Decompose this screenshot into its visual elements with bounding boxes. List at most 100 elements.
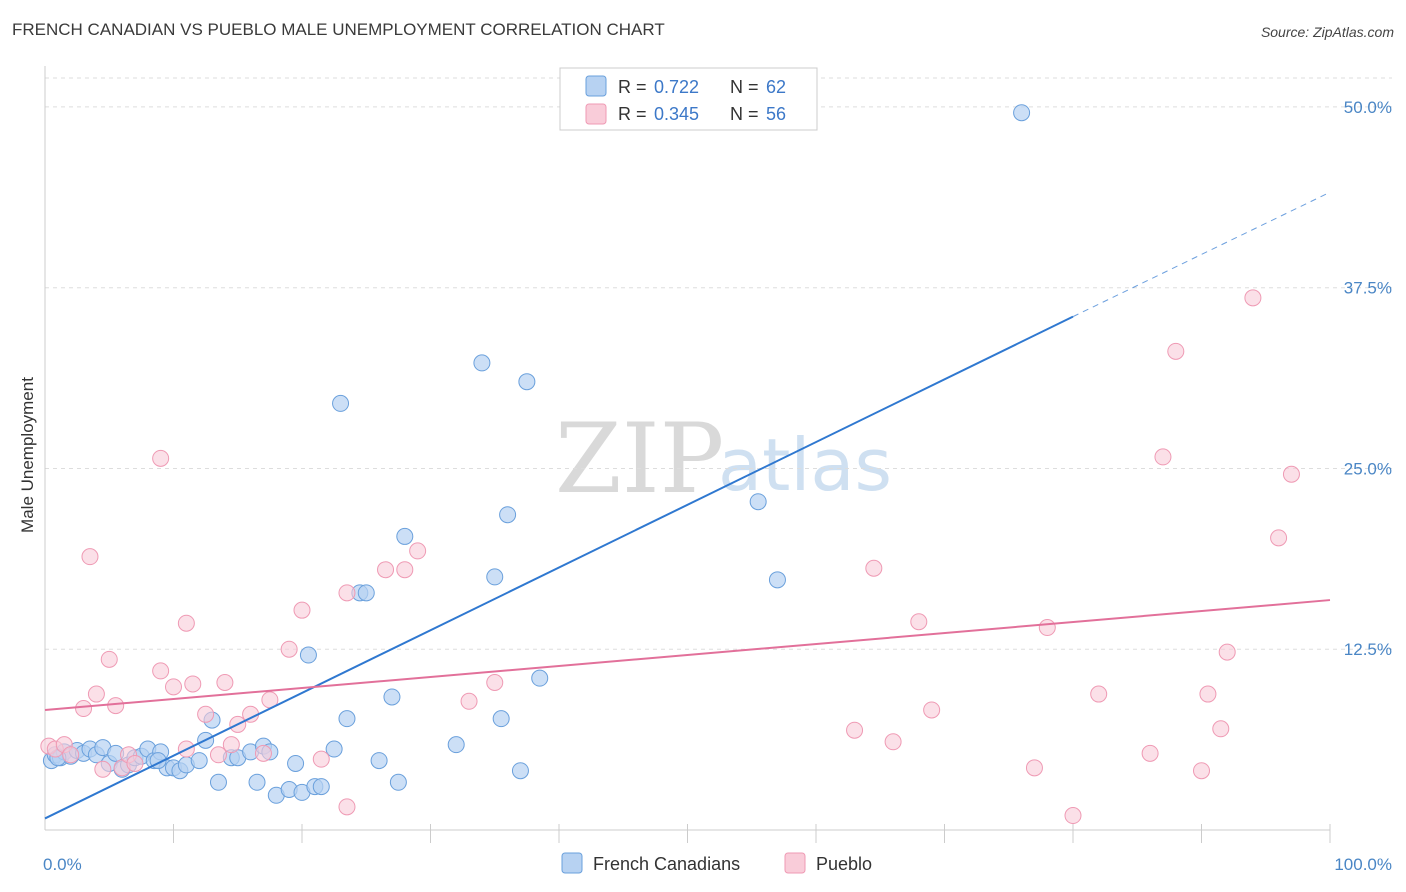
point-pueblo: [152, 662, 170, 680]
point-pueblo: [177, 614, 195, 632]
gridlines: [45, 77, 1392, 650]
point-pueblo: [396, 561, 414, 579]
point-french-canadians: [325, 740, 343, 758]
point-pueblo: [910, 613, 928, 631]
point-pueblo: [1141, 744, 1159, 762]
legend-swatch-blue: [585, 75, 607, 97]
axes: [44, 66, 1331, 843]
stats-legend: R = 0.722 N = 62 R = 0.345 N = 56: [559, 67, 818, 131]
trend-lines: [44, 191, 1331, 820]
point-french-canadians: [332, 394, 350, 412]
point-pueblo: [338, 584, 356, 602]
legend-r-label-1: R =: [618, 77, 647, 97]
point-french-canadians: [499, 506, 517, 524]
point-pueblo: [100, 650, 118, 668]
y-tick-label: 37.5%: [1344, 279, 1392, 298]
point-pueblo: [75, 700, 93, 718]
point-pueblo: [209, 746, 227, 764]
point-pueblo: [1212, 720, 1230, 738]
point-pueblo: [1064, 807, 1082, 825]
point-pueblo: [126, 754, 144, 772]
point-pueblo: [1199, 685, 1217, 703]
point-french-canadians: [1013, 104, 1031, 122]
x-tick-label: 100.0%: [1334, 855, 1392, 874]
point-pueblo: [312, 750, 330, 768]
point-pueblo: [293, 601, 311, 619]
legend-r-value-2: 0.345: [654, 104, 699, 124]
point-french-canadians: [190, 752, 208, 770]
point-pueblo: [222, 736, 240, 754]
point-pueblo: [62, 746, 80, 764]
point-pueblo: [1282, 465, 1300, 483]
point-pueblo: [216, 673, 234, 691]
point-french-canadians: [370, 752, 388, 770]
point-pueblo: [184, 675, 202, 693]
bottom-legend-label-pueblo: Pueblo: [816, 854, 872, 874]
point-pueblo: [165, 678, 182, 696]
point-pueblo: [1090, 685, 1108, 703]
point-french-canadians: [518, 373, 536, 391]
legend-r-label-2: R =: [618, 104, 647, 124]
point-pueblo: [338, 798, 356, 816]
point-french-canadians: [299, 646, 317, 664]
bottom-legend-swatch-blue: [561, 852, 583, 874]
point-pueblo: [1038, 619, 1056, 637]
point-pueblo: [81, 548, 99, 566]
point-pueblo: [1270, 529, 1288, 547]
point-pueblo: [1193, 762, 1210, 780]
point-french-canadians: [396, 527, 414, 545]
legend-swatch-pink: [585, 103, 607, 125]
point-french-canadians: [248, 773, 266, 791]
legend-n-value-2: 56: [766, 104, 786, 124]
y-tick-label: 25.0%: [1344, 459, 1392, 478]
chart-title: FRENCH CANADIAN VS PUEBLO MALE UNEMPLOYM…: [12, 20, 665, 39]
point-french-canadians: [511, 762, 529, 780]
y-tick-label: 12.5%: [1344, 640, 1392, 659]
point-french-canadians: [492, 710, 510, 728]
legend-r-value-1: 0.722: [654, 77, 699, 97]
point-french-canadians: [209, 773, 227, 791]
point-french-canadians: [447, 736, 465, 754]
point-pueblo: [94, 760, 112, 778]
point-french-canadians: [768, 571, 786, 589]
point-french-canadians: [473, 354, 491, 372]
point-pueblo: [486, 673, 504, 691]
point-french-canadians: [338, 710, 356, 728]
point-pueblo: [87, 685, 105, 703]
point-french-canadians: [486, 568, 504, 586]
point-pueblo: [923, 701, 941, 719]
point-pueblo: [409, 542, 427, 560]
point-pueblo: [1167, 342, 1185, 360]
series-legend: French Canadians Pueblo: [561, 852, 872, 874]
legend-n-label-1: N =: [730, 77, 759, 97]
point-pueblo: [254, 744, 272, 762]
point-french-canadians: [531, 669, 549, 687]
legend-n-value-1: 62: [766, 77, 786, 97]
point-french-canadians: [389, 773, 407, 791]
point-pueblo: [377, 561, 395, 579]
point-pueblo: [1218, 643, 1236, 661]
point-french-canadians: [383, 688, 401, 706]
y-tick-label: 50.0%: [1344, 98, 1392, 117]
point-pueblo: [1154, 448, 1172, 466]
point-pueblo: [152, 449, 170, 467]
point-pueblo: [107, 697, 125, 715]
point-pueblo: [1025, 759, 1043, 777]
bottom-legend-swatch-pink: [784, 852, 806, 874]
trendline-french-canadians-extension: [1072, 191, 1331, 318]
point-pueblo: [280, 640, 298, 658]
point-pueblo: [846, 721, 864, 739]
point-french-canadians: [749, 493, 767, 511]
point-pueblo: [1244, 289, 1262, 307]
watermark-zip: ZIP: [555, 403, 724, 515]
series-pueblo: [40, 289, 1300, 825]
legend-n-label-2: N =: [730, 104, 759, 124]
trendline-french-canadians: [44, 315, 1074, 820]
point-french-canadians: [287, 754, 305, 772]
bottom-legend-label-french-canadians: French Canadians: [593, 854, 740, 874]
watermark-atlas: atlas: [718, 423, 892, 507]
x-tick-label: 0.0%: [43, 855, 82, 874]
source-label: Source: ZipAtlas.com: [1260, 24, 1394, 40]
series-french-canadians: [42, 104, 1031, 804]
